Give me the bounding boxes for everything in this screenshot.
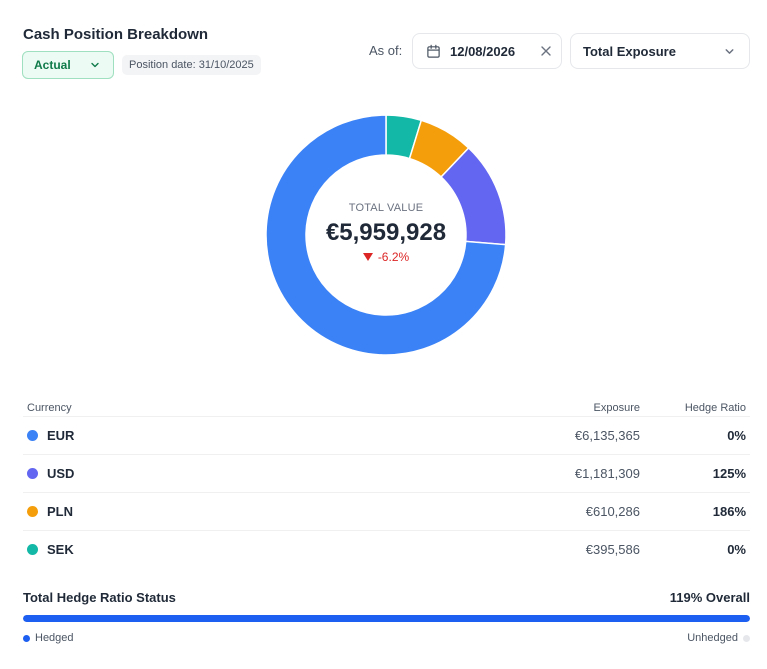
currency-color-dot <box>27 468 38 479</box>
hedge-progress-fill <box>23 615 750 622</box>
hedge-ratio-value: 0% <box>727 428 746 443</box>
hedge-status-title: Total Hedge Ratio Status <box>23 590 176 605</box>
currency-color-dot <box>27 430 38 441</box>
hedge-progress-bar <box>23 615 750 622</box>
currency-color-dot <box>27 544 38 555</box>
unhedged-legend-label: Unhedged <box>687 632 738 644</box>
table-row[interactable]: USD €1,181,309 125% <box>23 455 750 493</box>
chevron-down-icon <box>91 62 99 68</box>
table-header: Currency Exposure Hedge Ratio <box>23 398 750 417</box>
position-date-badge: Position date: 31/10/2025 <box>122 55 261 75</box>
exposure-column-header: Exposure <box>593 402 640 414</box>
chevron-down-icon <box>725 49 734 54</box>
unhedged-legend: Unhedged <box>687 632 750 644</box>
hedge-status-overall: 119% Overall <box>669 590 750 605</box>
calendar-icon <box>427 44 440 58</box>
hedged-legend-dot <box>23 634 30 642</box>
hedged-legend-label: Hedged <box>35 632 74 644</box>
exposure-view-value: Total Exposure <box>583 44 676 59</box>
page-title: Cash Position Breakdown <box>23 26 209 43</box>
currency-donut-chart <box>265 114 507 356</box>
scenario-label: Actual <box>34 58 71 72</box>
hedge-ratio-column-header: Hedge Ratio <box>684 402 746 414</box>
down-arrow-icon <box>362 253 373 261</box>
exposure-view-select[interactable]: Total Exposure <box>570 33 750 69</box>
currency-code: EUR <box>47 428 75 443</box>
as-of-date-value: 12/08/2026 <box>450 44 516 59</box>
total-value-amount: €5,959,928 <box>325 219 447 246</box>
scenario-dropdown[interactable]: Actual <box>22 51 114 79</box>
table-row[interactable]: EUR €6,135,365 0% <box>23 417 750 455</box>
exposure-value: €395,586 <box>585 542 640 557</box>
hedged-legend: Hedged <box>23 632 74 644</box>
hedge-ratio-value: 125% <box>712 466 746 481</box>
currency-color-dot <box>27 506 38 517</box>
exposure-value: €1,181,309 <box>574 466 640 481</box>
exposure-value: €6,135,365 <box>574 428 640 443</box>
as-of-label: As of: <box>369 43 403 58</box>
hedge-ratio-value: 0% <box>727 542 746 557</box>
total-value-change: -6.2% <box>286 250 486 264</box>
currency-code: USD <box>47 466 75 481</box>
currency-code: SEK <box>47 542 74 557</box>
currency-table: Currency Exposure Hedge Ratio EUR €6,135… <box>23 398 750 568</box>
as-of-date-picker[interactable]: 12/08/2026 <box>412 33 562 69</box>
table-row[interactable]: SEK €395,586 0% <box>23 531 750 568</box>
clear-icon[interactable] <box>540 45 552 57</box>
table-row[interactable]: PLN €610,286 186% <box>23 493 750 531</box>
unhedged-legend-dot <box>743 634 750 642</box>
hedge-ratio-value: 186% <box>712 504 746 519</box>
total-value-change-text: -6.2% <box>377 250 410 264</box>
currency-code: PLN <box>47 504 73 519</box>
donut-slice-eur[interactable] <box>265 114 507 356</box>
exposure-value: €610,286 <box>585 504 640 519</box>
total-value-label: TOTAL VALUE <box>348 202 424 214</box>
currency-column-header: Currency <box>27 402 72 414</box>
total-value-summary: TOTAL VALUE €5,959,928 -6.2% <box>286 202 486 264</box>
